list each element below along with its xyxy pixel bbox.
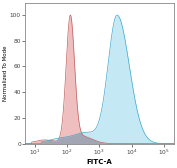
Y-axis label: Normalized To Mode: Normalized To Mode (4, 46, 8, 101)
X-axis label: FITC-A: FITC-A (87, 159, 112, 164)
